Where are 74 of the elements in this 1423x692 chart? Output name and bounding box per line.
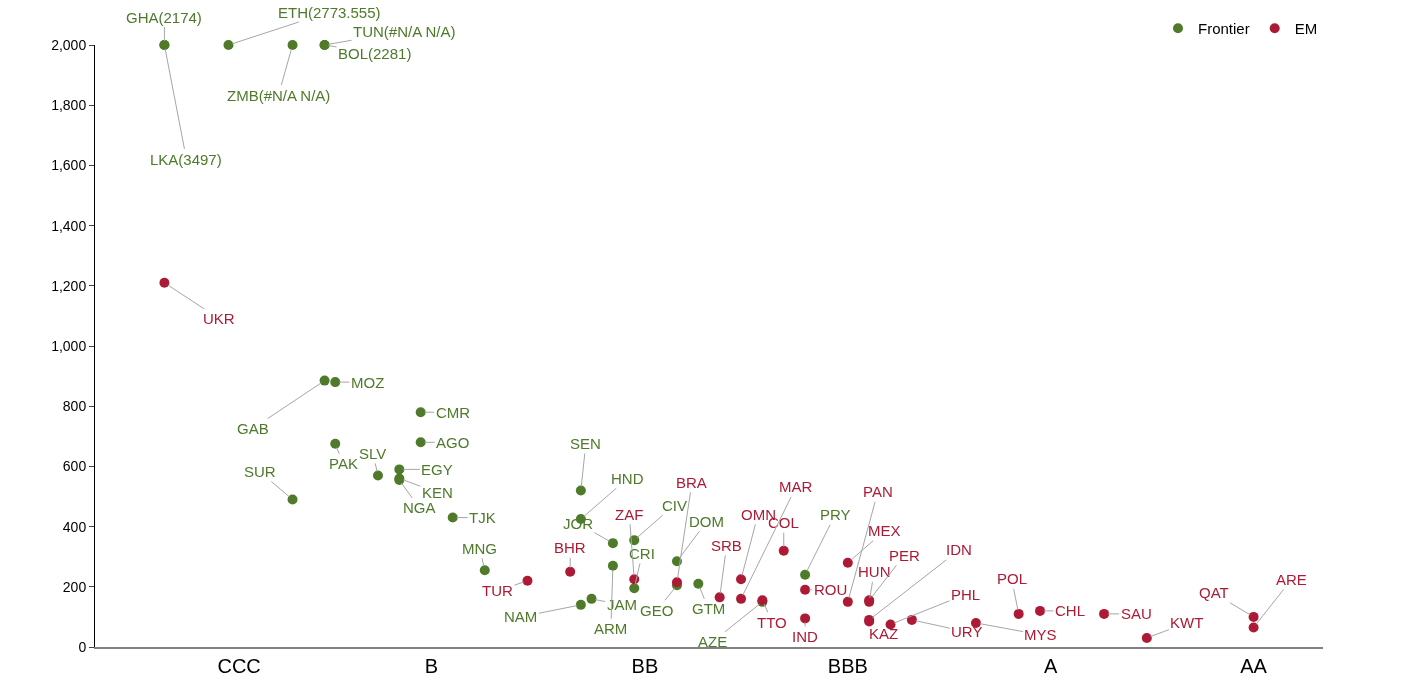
data-label: TUN(#N/A N/A) [353, 23, 456, 40]
data-label: POL [997, 570, 1028, 587]
data-label: KEN [422, 484, 453, 501]
data-label: UKR [203, 310, 235, 327]
data-label: IND [792, 628, 818, 645]
data-label: PAK [329, 455, 358, 472]
x-tick-label: CCC [217, 655, 261, 677]
y-tick-label: 200 [62, 578, 87, 595]
data-label: TJK [469, 509, 496, 526]
x-tick-label: BB [631, 655, 659, 677]
data-label: GTM [692, 600, 726, 617]
data-label: NGA [403, 499, 436, 516]
x-tick-label: A [1044, 655, 1059, 677]
data-label: CIV [662, 497, 688, 514]
data-label: BRA [676, 474, 707, 491]
data-label: ETH(2773.555) [278, 4, 381, 21]
data-label: AZE [698, 633, 728, 650]
y-tick-label: 600 [62, 458, 87, 475]
y-tick-label: 800 [62, 398, 87, 415]
data-label: DOM [689, 513, 724, 530]
data-label: MOZ [351, 374, 385, 391]
data-label: HUN [858, 563, 891, 580]
data-label: SUR [244, 463, 276, 480]
data-label: EGY [421, 461, 453, 478]
y-tick-label: 1,200 [51, 277, 87, 294]
data-label: JAM [607, 596, 637, 613]
data-label: TUR [482, 582, 513, 599]
data-label: GEO [640, 602, 674, 619]
data-label: ARM [594, 620, 628, 637]
data-label: ROU [814, 581, 848, 598]
data-label: ZMB(#N/A N/A) [227, 87, 331, 104]
data-label: ARE [1276, 571, 1307, 588]
data-label: MNG [462, 540, 497, 557]
y-tick-label: 1,000 [51, 337, 87, 354]
data-label: TTO [757, 614, 787, 631]
data-label: PHL [951, 586, 981, 603]
data-label: SAU [1121, 605, 1152, 622]
data-label: BOL(2281) [338, 45, 412, 62]
data-label: SRB [711, 537, 742, 554]
legend-label: Frontier [1198, 20, 1250, 38]
y-tick-label: 1,600 [51, 157, 87, 174]
data-label: CMR [436, 404, 471, 421]
data-label: LKA(3497) [150, 151, 222, 168]
data-label: BHR [554, 539, 586, 556]
data-label: PAN [863, 483, 893, 500]
x-tick-label: BBB [827, 655, 868, 677]
data-label: GAB [237, 420, 269, 437]
data-label: MYS [1024, 626, 1057, 643]
data-label: CHL [1055, 602, 1086, 619]
y-tick-label: 400 [62, 518, 87, 535]
data-label: URY [951, 623, 983, 640]
data-label: NAM [504, 608, 538, 625]
x-tick-label: B [424, 655, 439, 677]
y-tick-label: 2,000 [51, 36, 87, 53]
legend-label: EM [1294, 20, 1318, 38]
data-label: SEN [570, 435, 601, 452]
data-label: GHA(2174) [126, 9, 202, 26]
data-label: ZAF [615, 506, 644, 523]
data-label: MAR [779, 478, 813, 495]
data-label: PRY [820, 506, 851, 523]
data-label: KWT [1170, 614, 1204, 631]
data-label: PER [889, 547, 921, 564]
y-tick-label: 1,400 [51, 217, 87, 234]
x-tick-label: AA [1240, 655, 1268, 677]
data-label: MEX [868, 522, 901, 539]
data-label: CRI [629, 545, 655, 562]
data-label: AGO [436, 434, 470, 451]
data-label: IDN [946, 541, 972, 558]
data-label: HND [611, 470, 644, 487]
data-label: QAT [1199, 584, 1229, 601]
y-tick-label: 0 [78, 638, 87, 655]
data-label: KAZ [869, 625, 899, 642]
y-tick-label: 1,800 [51, 97, 87, 114]
data-label: SLV [359, 445, 387, 462]
